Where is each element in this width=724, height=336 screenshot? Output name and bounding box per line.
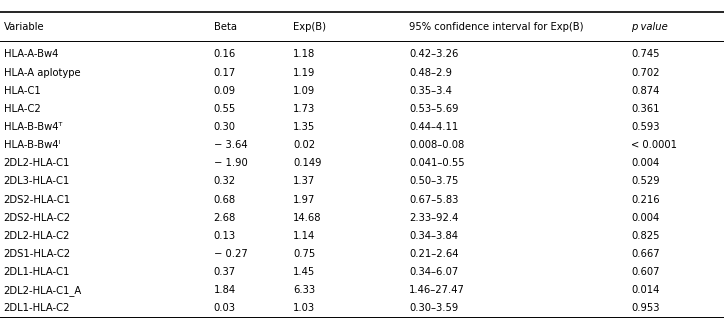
Text: 1.03: 1.03 <box>293 303 316 313</box>
Text: 1.46–27.47: 1.46–27.47 <box>409 285 465 295</box>
Text: 0.53–5.69: 0.53–5.69 <box>409 104 458 114</box>
Text: HLA-C1: HLA-C1 <box>4 86 41 96</box>
Text: 1.19: 1.19 <box>293 68 316 78</box>
Text: HLA-C2: HLA-C2 <box>4 104 41 114</box>
Text: 0.55: 0.55 <box>214 104 236 114</box>
Text: 1.45: 1.45 <box>293 267 316 277</box>
Text: − 0.27: − 0.27 <box>214 249 248 259</box>
Text: 1.14: 1.14 <box>293 231 316 241</box>
Text: Variable: Variable <box>4 22 44 32</box>
Text: 2DS2-HLA-C1: 2DS2-HLA-C1 <box>4 195 71 205</box>
Text: 0.34–3.84: 0.34–3.84 <box>409 231 458 241</box>
Text: 0.02: 0.02 <box>293 140 316 150</box>
Text: 0.702: 0.702 <box>631 68 660 78</box>
Text: 0.17: 0.17 <box>214 68 236 78</box>
Text: 0.667: 0.667 <box>631 249 660 259</box>
Text: 0.216: 0.216 <box>631 195 660 205</box>
Text: 0.30: 0.30 <box>214 122 235 132</box>
Text: 6.33: 6.33 <box>293 285 316 295</box>
Text: 2DL2-HLA-C1_A: 2DL2-HLA-C1_A <box>4 285 82 296</box>
Text: < 0.0001: < 0.0001 <box>631 140 678 150</box>
Text: 1.37: 1.37 <box>293 176 316 186</box>
Text: − 1.90: − 1.90 <box>214 158 248 168</box>
Text: 0.953: 0.953 <box>631 303 660 313</box>
Text: 0.361: 0.361 <box>631 104 660 114</box>
Text: 0.874: 0.874 <box>631 86 660 96</box>
Text: HLA-B-Bw4ᵀ: HLA-B-Bw4ᵀ <box>4 122 62 132</box>
Text: 1.35: 1.35 <box>293 122 316 132</box>
Text: − 3.64: − 3.64 <box>214 140 247 150</box>
Text: 0.13: 0.13 <box>214 231 236 241</box>
Text: 0.16: 0.16 <box>214 49 236 59</box>
Text: 95% confidence interval for Exp(B): 95% confidence interval for Exp(B) <box>409 22 584 32</box>
Text: 0.09: 0.09 <box>214 86 236 96</box>
Text: 0.149: 0.149 <box>293 158 321 168</box>
Text: 2DL2-HLA-C2: 2DL2-HLA-C2 <box>4 231 70 241</box>
Text: 0.67–5.83: 0.67–5.83 <box>409 195 458 205</box>
Text: 0.30–3.59: 0.30–3.59 <box>409 303 458 313</box>
Text: 2DS2-HLA-C2: 2DS2-HLA-C2 <box>4 213 71 223</box>
Text: 0.75: 0.75 <box>293 249 316 259</box>
Text: 0.50–3.75: 0.50–3.75 <box>409 176 458 186</box>
Text: 0.68: 0.68 <box>214 195 236 205</box>
Text: 1.73: 1.73 <box>293 104 316 114</box>
Text: 2.33–92.4: 2.33–92.4 <box>409 213 458 223</box>
Text: 0.607: 0.607 <box>631 267 660 277</box>
Text: 1.97: 1.97 <box>293 195 316 205</box>
Text: 1.18: 1.18 <box>293 49 316 59</box>
Text: 0.44–4.11: 0.44–4.11 <box>409 122 458 132</box>
Text: 0.35–3.4: 0.35–3.4 <box>409 86 452 96</box>
Text: 0.21–2.64: 0.21–2.64 <box>409 249 458 259</box>
Text: 14.68: 14.68 <box>293 213 321 223</box>
Text: Beta: Beta <box>214 22 237 32</box>
Text: HLA-B-Bw4ˡ: HLA-B-Bw4ˡ <box>4 140 60 150</box>
Text: 2DL1-HLA-C1: 2DL1-HLA-C1 <box>4 267 70 277</box>
Text: 0.004: 0.004 <box>631 213 660 223</box>
Text: 0.34–6.07: 0.34–6.07 <box>409 267 458 277</box>
Text: 2.68: 2.68 <box>214 213 236 223</box>
Text: 0.004: 0.004 <box>631 158 660 168</box>
Text: 0.008–0.08: 0.008–0.08 <box>409 140 464 150</box>
Text: 0.529: 0.529 <box>631 176 660 186</box>
Text: 2DL1-HLA-C2: 2DL1-HLA-C2 <box>4 303 70 313</box>
Text: 0.041–0.55: 0.041–0.55 <box>409 158 465 168</box>
Text: 0.03: 0.03 <box>214 303 235 313</box>
Text: 0.825: 0.825 <box>631 231 660 241</box>
Text: p value: p value <box>631 22 668 32</box>
Text: 0.32: 0.32 <box>214 176 236 186</box>
Text: Exp(B): Exp(B) <box>293 22 327 32</box>
Text: 1.84: 1.84 <box>214 285 236 295</box>
Text: 0.745: 0.745 <box>631 49 660 59</box>
Text: 1.09: 1.09 <box>293 86 316 96</box>
Text: 0.48–2.9: 0.48–2.9 <box>409 68 452 78</box>
Text: 0.014: 0.014 <box>631 285 660 295</box>
Text: HLA-A-Bw4: HLA-A-Bw4 <box>4 49 58 59</box>
Text: 0.42–3.26: 0.42–3.26 <box>409 49 458 59</box>
Text: 2DS1-HLA-C2: 2DS1-HLA-C2 <box>4 249 71 259</box>
Text: 2DL2-HLA-C1: 2DL2-HLA-C1 <box>4 158 70 168</box>
Text: 2DL3-HLA-C1: 2DL3-HLA-C1 <box>4 176 70 186</box>
Text: 0.593: 0.593 <box>631 122 660 132</box>
Text: HLA-A aplotype: HLA-A aplotype <box>4 68 80 78</box>
Text: 0.37: 0.37 <box>214 267 236 277</box>
